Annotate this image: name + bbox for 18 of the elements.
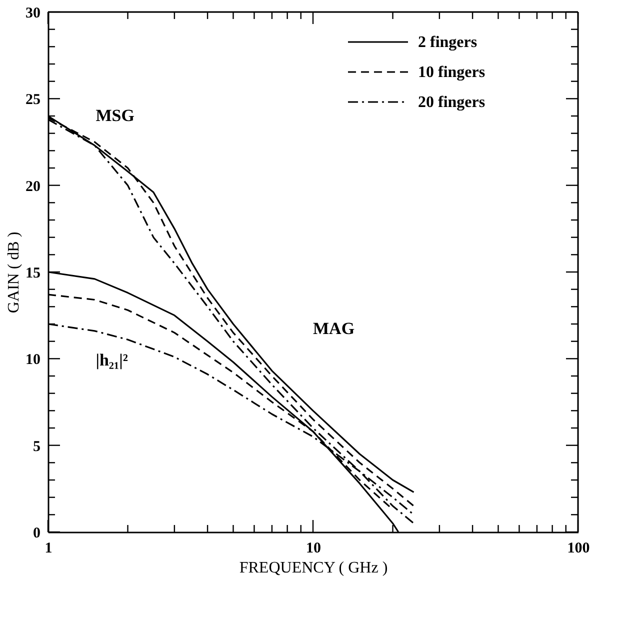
y-tick-label: 25 <box>26 92 40 108</box>
x-tick-label: 10 <box>306 540 321 556</box>
legend-label: 2 fingers <box>418 34 478 51</box>
y-axis-title: GAIN ( dB ) <box>6 232 22 314</box>
legend-label: 20 fingers <box>418 94 486 111</box>
y-tick-label: 10 <box>26 352 40 368</box>
legend-label: 10 fingers <box>418 64 486 81</box>
annotation: MSG <box>96 106 134 125</box>
y-tick-label: 20 <box>26 178 40 195</box>
y-tick-label: 5 <box>33 438 40 455</box>
x-tick-label: 100 <box>567 540 590 556</box>
y-tick-label: 15 <box>26 266 40 282</box>
x-tick-label: 1 <box>44 540 52 556</box>
annotation: MAG <box>313 319 355 338</box>
y-tick-label: 0 <box>33 526 40 542</box>
annotation: |h₂₁|² <box>96 350 128 370</box>
x-axis-title: FREQUENCY ( GHz ) <box>239 560 388 576</box>
y-tick-label: 30 <box>26 6 40 22</box>
